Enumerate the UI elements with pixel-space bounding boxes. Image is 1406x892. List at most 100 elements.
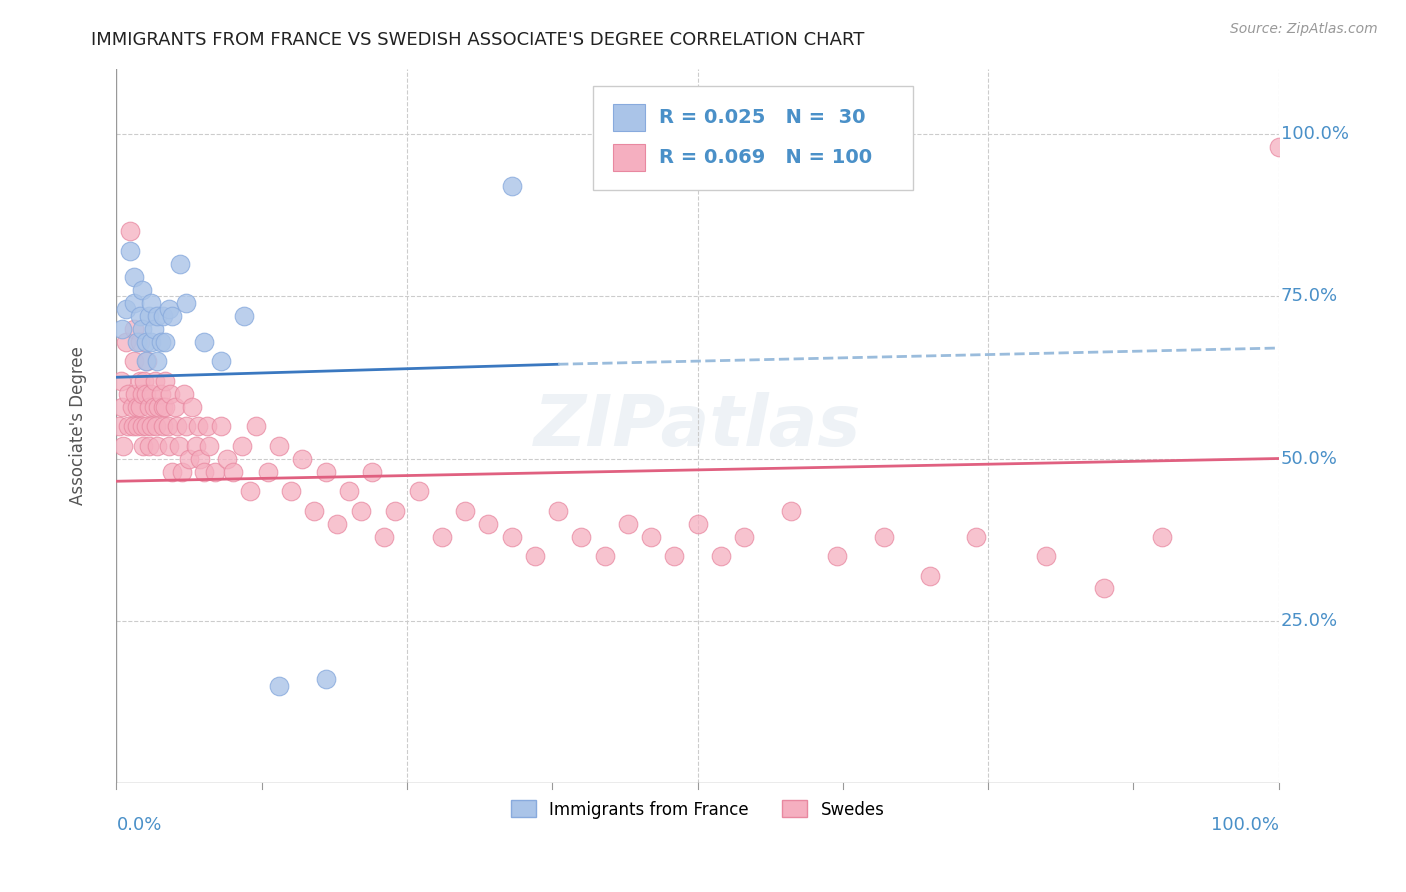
Legend: Immigrants from France, Swedes: Immigrants from France, Swedes: [505, 794, 891, 825]
Text: 0.0%: 0.0%: [117, 815, 162, 834]
Point: [184, 438, 207, 452]
Point: [122, 354, 145, 368]
Point: [1092, 582, 1115, 596]
Point: [872, 529, 894, 543]
Text: IMMIGRANTS FROM FRANCE VS SWEDISH ASSOCIATE'S DEGREE CORRELATION CHART: IMMIGRANTS FROM FRANCE VS SWEDISH ASSOCI…: [91, 31, 865, 49]
Point: [141, 334, 163, 349]
Point: [231, 438, 253, 452]
Point: [239, 483, 262, 498]
Bar: [613, 144, 645, 170]
Point: [209, 419, 232, 434]
Point: [135, 354, 157, 368]
Point: [162, 309, 184, 323]
Point: [195, 419, 218, 434]
Point: [146, 438, 169, 452]
Point: [162, 465, 184, 479]
Point: [269, 438, 291, 452]
Point: [173, 386, 195, 401]
Point: [141, 386, 163, 401]
Point: [825, 549, 848, 563]
Point: [134, 374, 156, 388]
Point: [120, 244, 142, 258]
Point: [155, 334, 177, 349]
Point: [280, 483, 302, 498]
Point: [204, 465, 226, 479]
Point: [547, 503, 569, 517]
Point: [167, 438, 190, 452]
Point: [148, 400, 170, 414]
Point: [114, 301, 136, 316]
Point: [779, 503, 801, 517]
Point: [128, 400, 150, 414]
Point: [245, 419, 267, 434]
Point: [131, 419, 153, 434]
Point: [152, 419, 174, 434]
Point: [664, 549, 686, 563]
Text: 100.0%: 100.0%: [1211, 815, 1278, 834]
Point: [149, 386, 172, 401]
Point: [733, 529, 755, 543]
Point: [132, 438, 155, 452]
Text: R = 0.069   N = 100: R = 0.069 N = 100: [659, 148, 872, 167]
Point: [155, 400, 177, 414]
Point: [174, 419, 197, 434]
Point: [128, 374, 150, 388]
Point: [124, 386, 146, 401]
Point: [141, 419, 163, 434]
Point: [177, 451, 200, 466]
Point: [111, 321, 134, 335]
Point: [127, 419, 149, 434]
Point: [156, 419, 179, 434]
Point: [131, 321, 153, 335]
Point: [361, 465, 384, 479]
Point: [111, 400, 134, 414]
Point: [477, 516, 499, 531]
Point: [131, 283, 153, 297]
Point: [110, 374, 132, 388]
Point: [174, 295, 197, 310]
Point: [198, 438, 221, 452]
Point: [138, 400, 160, 414]
Point: [117, 386, 139, 401]
Point: [157, 438, 180, 452]
Point: [188, 451, 211, 466]
Point: [523, 549, 546, 563]
Point: [373, 529, 395, 543]
Point: [143, 374, 166, 388]
Point: [1152, 529, 1174, 543]
Point: [159, 386, 181, 401]
Point: [617, 516, 640, 531]
Point: [337, 483, 360, 498]
Point: [127, 334, 149, 349]
Text: Associate's Degree: Associate's Degree: [69, 347, 87, 506]
Point: [349, 503, 371, 517]
Point: [141, 295, 163, 310]
Point: [302, 503, 325, 517]
Point: [163, 400, 186, 414]
Point: [149, 334, 172, 349]
Point: [209, 354, 232, 368]
Point: [918, 568, 941, 582]
Text: ZIPatlas: ZIPatlas: [534, 392, 862, 460]
Point: [122, 295, 145, 310]
FancyBboxPatch shape: [593, 87, 912, 190]
Point: [112, 438, 135, 452]
Point: [569, 529, 592, 543]
Point: [233, 309, 256, 323]
Point: [146, 354, 169, 368]
Point: [291, 451, 314, 466]
Point: [408, 483, 430, 498]
Point: [114, 334, 136, 349]
Point: [170, 465, 193, 479]
Point: [135, 334, 157, 349]
Point: [145, 419, 167, 434]
Point: [710, 549, 733, 563]
Point: [127, 400, 149, 414]
Point: [686, 516, 709, 531]
Point: [128, 334, 150, 349]
Point: [315, 465, 337, 479]
Point: [142, 321, 165, 335]
Point: [1267, 139, 1289, 153]
Point: [138, 438, 160, 452]
Point: [454, 503, 477, 517]
